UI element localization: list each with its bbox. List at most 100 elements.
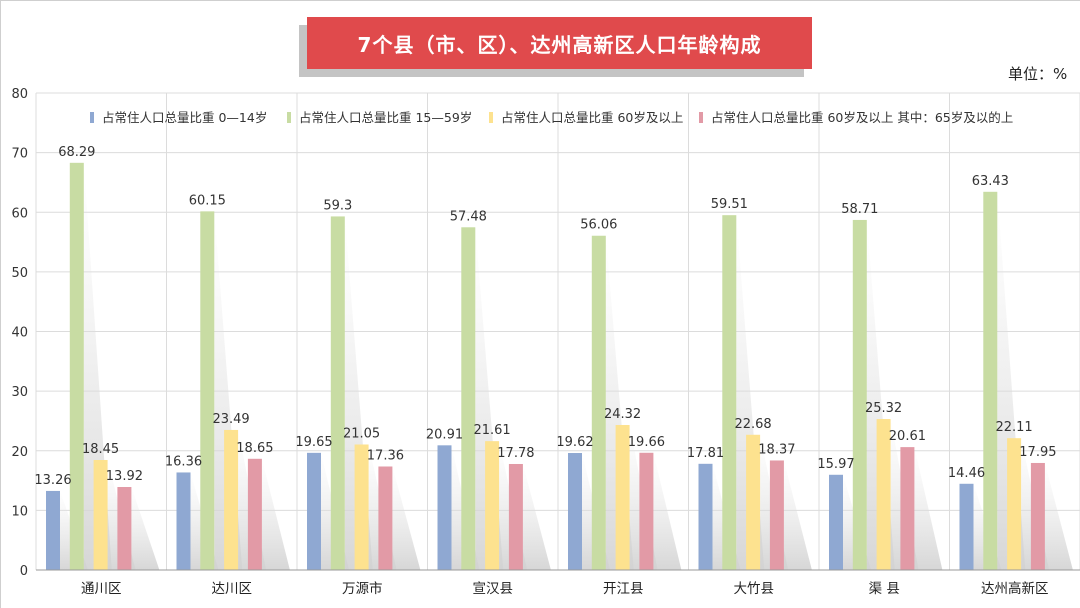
data-label: 63.43	[972, 174, 1009, 189]
data-label: 17.78	[497, 446, 534, 461]
frame-top-border	[0, 0, 1080, 1]
bar-shadow	[344, 216, 373, 570]
bar	[93, 459, 108, 570]
y-tick-label: 0	[20, 564, 28, 579]
bar-shadow	[997, 191, 1026, 570]
bar	[615, 424, 630, 570]
y-tick-label: 40	[11, 326, 28, 341]
data-label: 16.36	[165, 454, 202, 469]
bar	[437, 445, 452, 570]
data-label: 18.65	[236, 441, 273, 456]
y-tick-label: 10	[11, 504, 28, 519]
bar	[829, 474, 843, 570]
bar-shadow	[392, 466, 421, 570]
y-tick-label: 30	[11, 385, 28, 400]
legend: 占常住人口总量比重 0—14岁 占常住人口总量比重 15—59岁 占常住人口总量比重…	[90, 110, 1013, 125]
bar	[46, 490, 60, 570]
bar	[485, 441, 500, 570]
data-label: 58.71	[841, 202, 878, 217]
data-label: 17.81	[687, 446, 724, 461]
bar	[508, 463, 523, 570]
legend-swatch	[489, 112, 493, 123]
bar	[722, 215, 737, 570]
bar-shadow	[843, 474, 871, 570]
bar	[591, 235, 606, 570]
data-label: 22.11	[995, 420, 1032, 435]
bar	[354, 444, 369, 570]
bar	[247, 458, 262, 570]
unit-label: 单位：%	[1008, 65, 1068, 83]
chart-title: 7个县（市、区）、达州高新区人口年龄构成	[307, 17, 812, 69]
data-label: 23.49	[212, 412, 249, 427]
data-label: 19.66	[628, 435, 665, 450]
data-label: 24.32	[604, 407, 641, 422]
bar	[698, 463, 713, 570]
data-label: 13.26	[34, 473, 71, 488]
bar-shadow	[783, 460, 812, 570]
bar	[1007, 438, 1022, 570]
data-label: 59.51	[711, 197, 748, 212]
bar	[876, 419, 891, 570]
data-label: 15.97	[817, 457, 854, 472]
y-tick-label: 50	[11, 266, 28, 281]
legend-label: 占常住人口总量比重 15—59岁	[299, 110, 472, 125]
data-label: 18.45	[82, 442, 119, 457]
bar	[176, 472, 191, 570]
bar	[378, 466, 393, 570]
bar	[224, 429, 239, 570]
x-tick-label: 万源市	[342, 580, 383, 597]
data-label: 18.37	[758, 442, 795, 457]
y-tick-label: 60	[11, 206, 28, 221]
bar	[1030, 462, 1045, 570]
x-axis: 通川区 达川区 万源市 宣汉县 开江县 大竹县 渠 县 达州高新区	[36, 569, 1080, 597]
x-tick-label: 渠 县	[869, 581, 900, 597]
data-labels: 13.26 68.29 18.45 13.92 16.36 60.15 23.49 18.65…	[34, 145, 1056, 488]
bar	[307, 452, 321, 570]
legend-label: 占常住人口总量比重 60岁及以上	[501, 110, 683, 125]
x-tick-label: 达川区	[212, 581, 253, 597]
x-tick-label: 达州高新区	[981, 580, 1049, 597]
data-label: 20.91	[426, 427, 463, 442]
data-label: 25.32	[865, 401, 902, 416]
data-label: 22.68	[734, 417, 771, 432]
legend-label: 占常住人口总量比重 0—14岁	[102, 110, 267, 125]
data-label: 56.06	[580, 218, 617, 233]
bar	[639, 452, 654, 570]
bar	[69, 162, 84, 571]
bar-shadow	[522, 463, 551, 570]
bar	[769, 460, 784, 570]
y-axis: 0 10 20 30 40 50 60 70 80	[11, 87, 28, 579]
bar	[200, 211, 215, 570]
bar-shadow	[973, 483, 1002, 570]
data-label: 20.61	[889, 429, 926, 444]
data-label: 13.92	[106, 469, 143, 484]
bars	[46, 162, 1045, 571]
bar	[900, 447, 915, 570]
x-tick-label: 大竹县	[734, 581, 775, 597]
data-label: 68.29	[58, 145, 95, 160]
bar	[461, 227, 476, 570]
x-tick-label: 通川区	[81, 581, 122, 597]
bar	[983, 191, 998, 570]
bar-shadow	[1044, 462, 1073, 570]
y-tick-label: 80	[11, 87, 28, 102]
data-label: 21.61	[473, 423, 510, 438]
bar	[746, 434, 761, 570]
bar-shadow	[914, 447, 943, 570]
bar-shadow	[653, 452, 682, 570]
bar-shadow	[605, 235, 634, 570]
x-tick-label: 宣汉县	[473, 581, 514, 597]
bar	[959, 483, 974, 570]
data-label: 19.65	[295, 435, 332, 450]
frame-left-border	[0, 0, 1, 608]
bar	[117, 487, 132, 570]
y-tick-label: 20	[11, 445, 28, 460]
x-tick-label: 开江县	[603, 581, 644, 597]
legend-swatch	[699, 112, 703, 123]
bar-shadow	[131, 487, 160, 570]
data-label: 17.36	[367, 448, 404, 463]
data-label: 21.05	[343, 426, 380, 441]
bar	[568, 453, 582, 570]
bar-shadow	[261, 458, 290, 570]
